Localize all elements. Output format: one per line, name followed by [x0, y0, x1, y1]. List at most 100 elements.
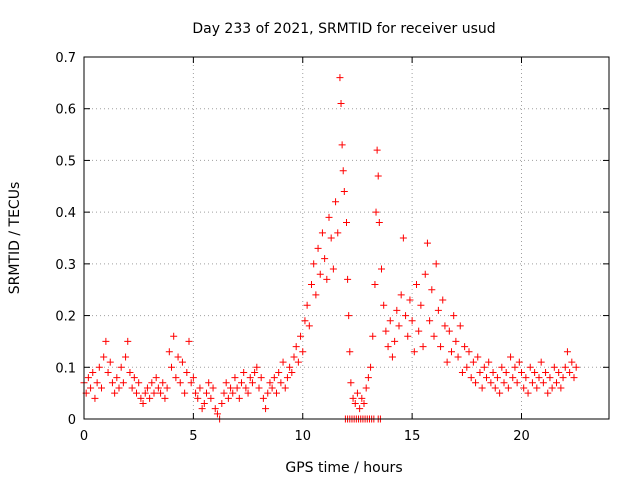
data-point [362, 384, 370, 392]
data-point [515, 358, 523, 366]
data-point [222, 379, 230, 387]
y-tick-label: 0 [68, 413, 76, 428]
data-point [183, 368, 191, 376]
data-point [448, 348, 455, 356]
data-point [415, 327, 423, 335]
data-point [336, 74, 344, 82]
data-point [211, 405, 219, 413]
data-point [84, 374, 92, 382]
data-point [338, 141, 346, 149]
data-point [522, 374, 530, 382]
data-point [89, 368, 97, 376]
data-point [428, 286, 436, 294]
data-point [325, 213, 333, 221]
data-point [426, 317, 434, 325]
data-point [146, 394, 154, 402]
data-point [91, 394, 99, 402]
x-tick-label: 20 [513, 429, 530, 444]
data-point [463, 363, 471, 371]
data-point [124, 337, 132, 345]
data-point [154, 384, 162, 392]
data-point [356, 405, 364, 413]
data-point [528, 379, 536, 387]
data-point [570, 374, 578, 382]
data-point [163, 384, 171, 392]
data-point [371, 281, 379, 289]
data-point [187, 379, 195, 387]
data-point [128, 384, 136, 392]
data-point [493, 374, 501, 382]
data-point [542, 368, 550, 376]
x-tick-label: 10 [294, 429, 311, 444]
data-point [467, 374, 475, 382]
data-point [419, 343, 427, 351]
data-point [452, 337, 460, 345]
data-point [181, 389, 189, 397]
data-point [511, 363, 519, 371]
data-point [259, 394, 267, 402]
data-point [483, 374, 490, 382]
data-point [563, 348, 571, 356]
data-point [150, 389, 158, 397]
data-point [434, 306, 442, 314]
data-point [524, 389, 532, 397]
data-point [329, 265, 337, 273]
data-point [537, 358, 545, 366]
data-point [539, 379, 547, 387]
data-point [266, 379, 274, 387]
data-point [176, 379, 184, 387]
data-point [98, 384, 105, 392]
data-point [194, 394, 202, 402]
data-point [218, 399, 226, 407]
data-point [264, 389, 272, 397]
data-point [353, 389, 361, 397]
y-tick-label: 0.4 [55, 206, 76, 221]
data-point [346, 348, 354, 356]
data-point [213, 410, 221, 418]
data-point [421, 270, 429, 278]
data-point [117, 363, 125, 371]
data-point [257, 374, 265, 382]
data-point [255, 384, 263, 392]
tick-layer: 0 0.1 0.2 0.3 0.4 0.5 0.6 0.7 0 5 10 15 20 [55, 51, 609, 444]
data-point [550, 363, 558, 371]
data-point [229, 389, 237, 397]
data-point [513, 379, 521, 387]
data-point [275, 368, 283, 376]
data-point [469, 358, 477, 366]
data-point [334, 229, 342, 237]
x-axis-label: GPS time / hours [285, 460, 402, 476]
data-point [262, 405, 270, 413]
data-point [489, 368, 497, 376]
data-point [364, 374, 372, 382]
data-point [568, 358, 576, 366]
data-point [321, 255, 329, 263]
data-point [119, 379, 127, 387]
data-point [548, 384, 556, 392]
data-point [360, 399, 368, 407]
data-point [351, 399, 359, 407]
data-point [157, 389, 165, 397]
data-point [382, 327, 390, 335]
data-point [555, 368, 563, 376]
data-point [115, 384, 123, 392]
data-point [143, 384, 151, 392]
data-point [472, 379, 480, 387]
data-point [391, 337, 399, 345]
data-point [404, 332, 412, 340]
data-point [207, 394, 215, 402]
data-point [170, 332, 178, 340]
data-point [572, 363, 580, 371]
data-point [397, 291, 405, 299]
data-point [209, 384, 217, 392]
data-point [544, 389, 552, 397]
data-point [288, 368, 296, 376]
data-point [340, 187, 348, 195]
data-point [196, 384, 204, 392]
data-point [410, 348, 418, 356]
data-point [339, 167, 347, 175]
data-point [297, 332, 305, 340]
data-point [561, 363, 569, 371]
data-point [443, 358, 451, 366]
data-point [161, 394, 169, 402]
